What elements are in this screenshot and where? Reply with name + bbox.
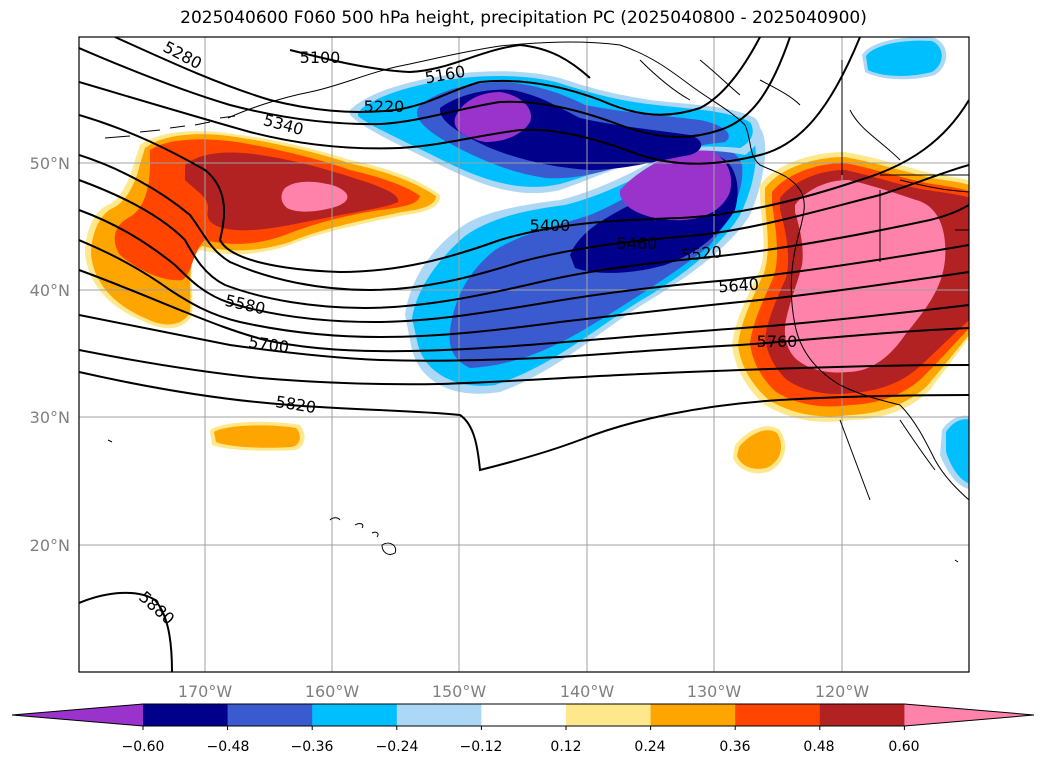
colorbar-swatch: [143, 704, 229, 726]
colorbar-swatch: [227, 704, 313, 726]
colorbar-swatch: [904, 704, 1034, 726]
negative-pc-region: [350, 37, 969, 490]
lat-label-20n: 20°N: [30, 536, 70, 555]
colorbar-swatch: [819, 704, 905, 726]
colorbar-swatch: [481, 704, 567, 726]
colorbar-swatch: [650, 704, 736, 726]
colorbar-swatch: [312, 704, 398, 726]
colorbar-swatch: [735, 704, 821, 726]
lon-label-150w: 150°W: [432, 682, 487, 701]
lon-label-160w: 160°W: [305, 682, 360, 701]
colorbar-tick-label: 0.48: [803, 739, 834, 755]
contour-label-5640: 5640: [718, 275, 760, 297]
contour-label-5100: 5100: [300, 48, 341, 67]
contour-label-5400: 5400: [530, 216, 571, 235]
colorbar-swatch: [12, 704, 143, 726]
colorbar-tick-label: −0.48: [207, 739, 250, 755]
longitude-labels: 170°W 160°W 150°W 140°W 130°W 120°W: [178, 682, 870, 701]
contour-label-5520: 5520: [680, 242, 722, 264]
height-contours: [79, 37, 969, 672]
colorbar-tick-label: 0.12: [550, 739, 581, 755]
latitude-labels: 50°N 40°N 30°N 20°N: [30, 154, 70, 555]
lon-label-170w: 170°W: [178, 682, 233, 701]
colorbar-tick-label: −0.60: [122, 739, 165, 755]
positive-pc-region: [85, 131, 969, 474]
colorbar-swatch: [566, 704, 652, 726]
contour-label-5460: 5460: [617, 234, 658, 253]
colorbar-swatch: [396, 704, 482, 726]
colorbar-tick-label: 0.24: [634, 739, 665, 755]
colorbar-tick-label: −0.36: [291, 739, 334, 755]
colorbar: −0.60 −0.48 −0.36 −0.24 −0.12 0.12 0.24 …: [11, 703, 1035, 755]
map-frame: [78, 36, 970, 673]
lon-label-120w: 120°W: [815, 682, 870, 701]
lon-label-130w: 130°W: [687, 682, 742, 701]
contour-label-5760: 5760: [757, 332, 798, 351]
lat-label-40n: 40°N: [30, 281, 70, 300]
graticule: [79, 37, 969, 672]
lon-label-140w: 140°W: [560, 682, 615, 701]
colorbar-tick-label: 0.36: [719, 739, 750, 755]
contour-label-5220: 5220: [364, 97, 405, 116]
coastlines: [104, 41, 969, 563]
colorbar-tick-label: −0.12: [460, 739, 503, 755]
lat-label-30n: 30°N: [30, 408, 70, 427]
colorbar-tick-label: −0.24: [376, 739, 419, 755]
lat-label-50n: 50°N: [30, 154, 70, 173]
colorbar-tick-label: 0.60: [888, 739, 919, 755]
map-title: 2025040600 F060 500 hPa height, precipit…: [180, 8, 867, 28]
